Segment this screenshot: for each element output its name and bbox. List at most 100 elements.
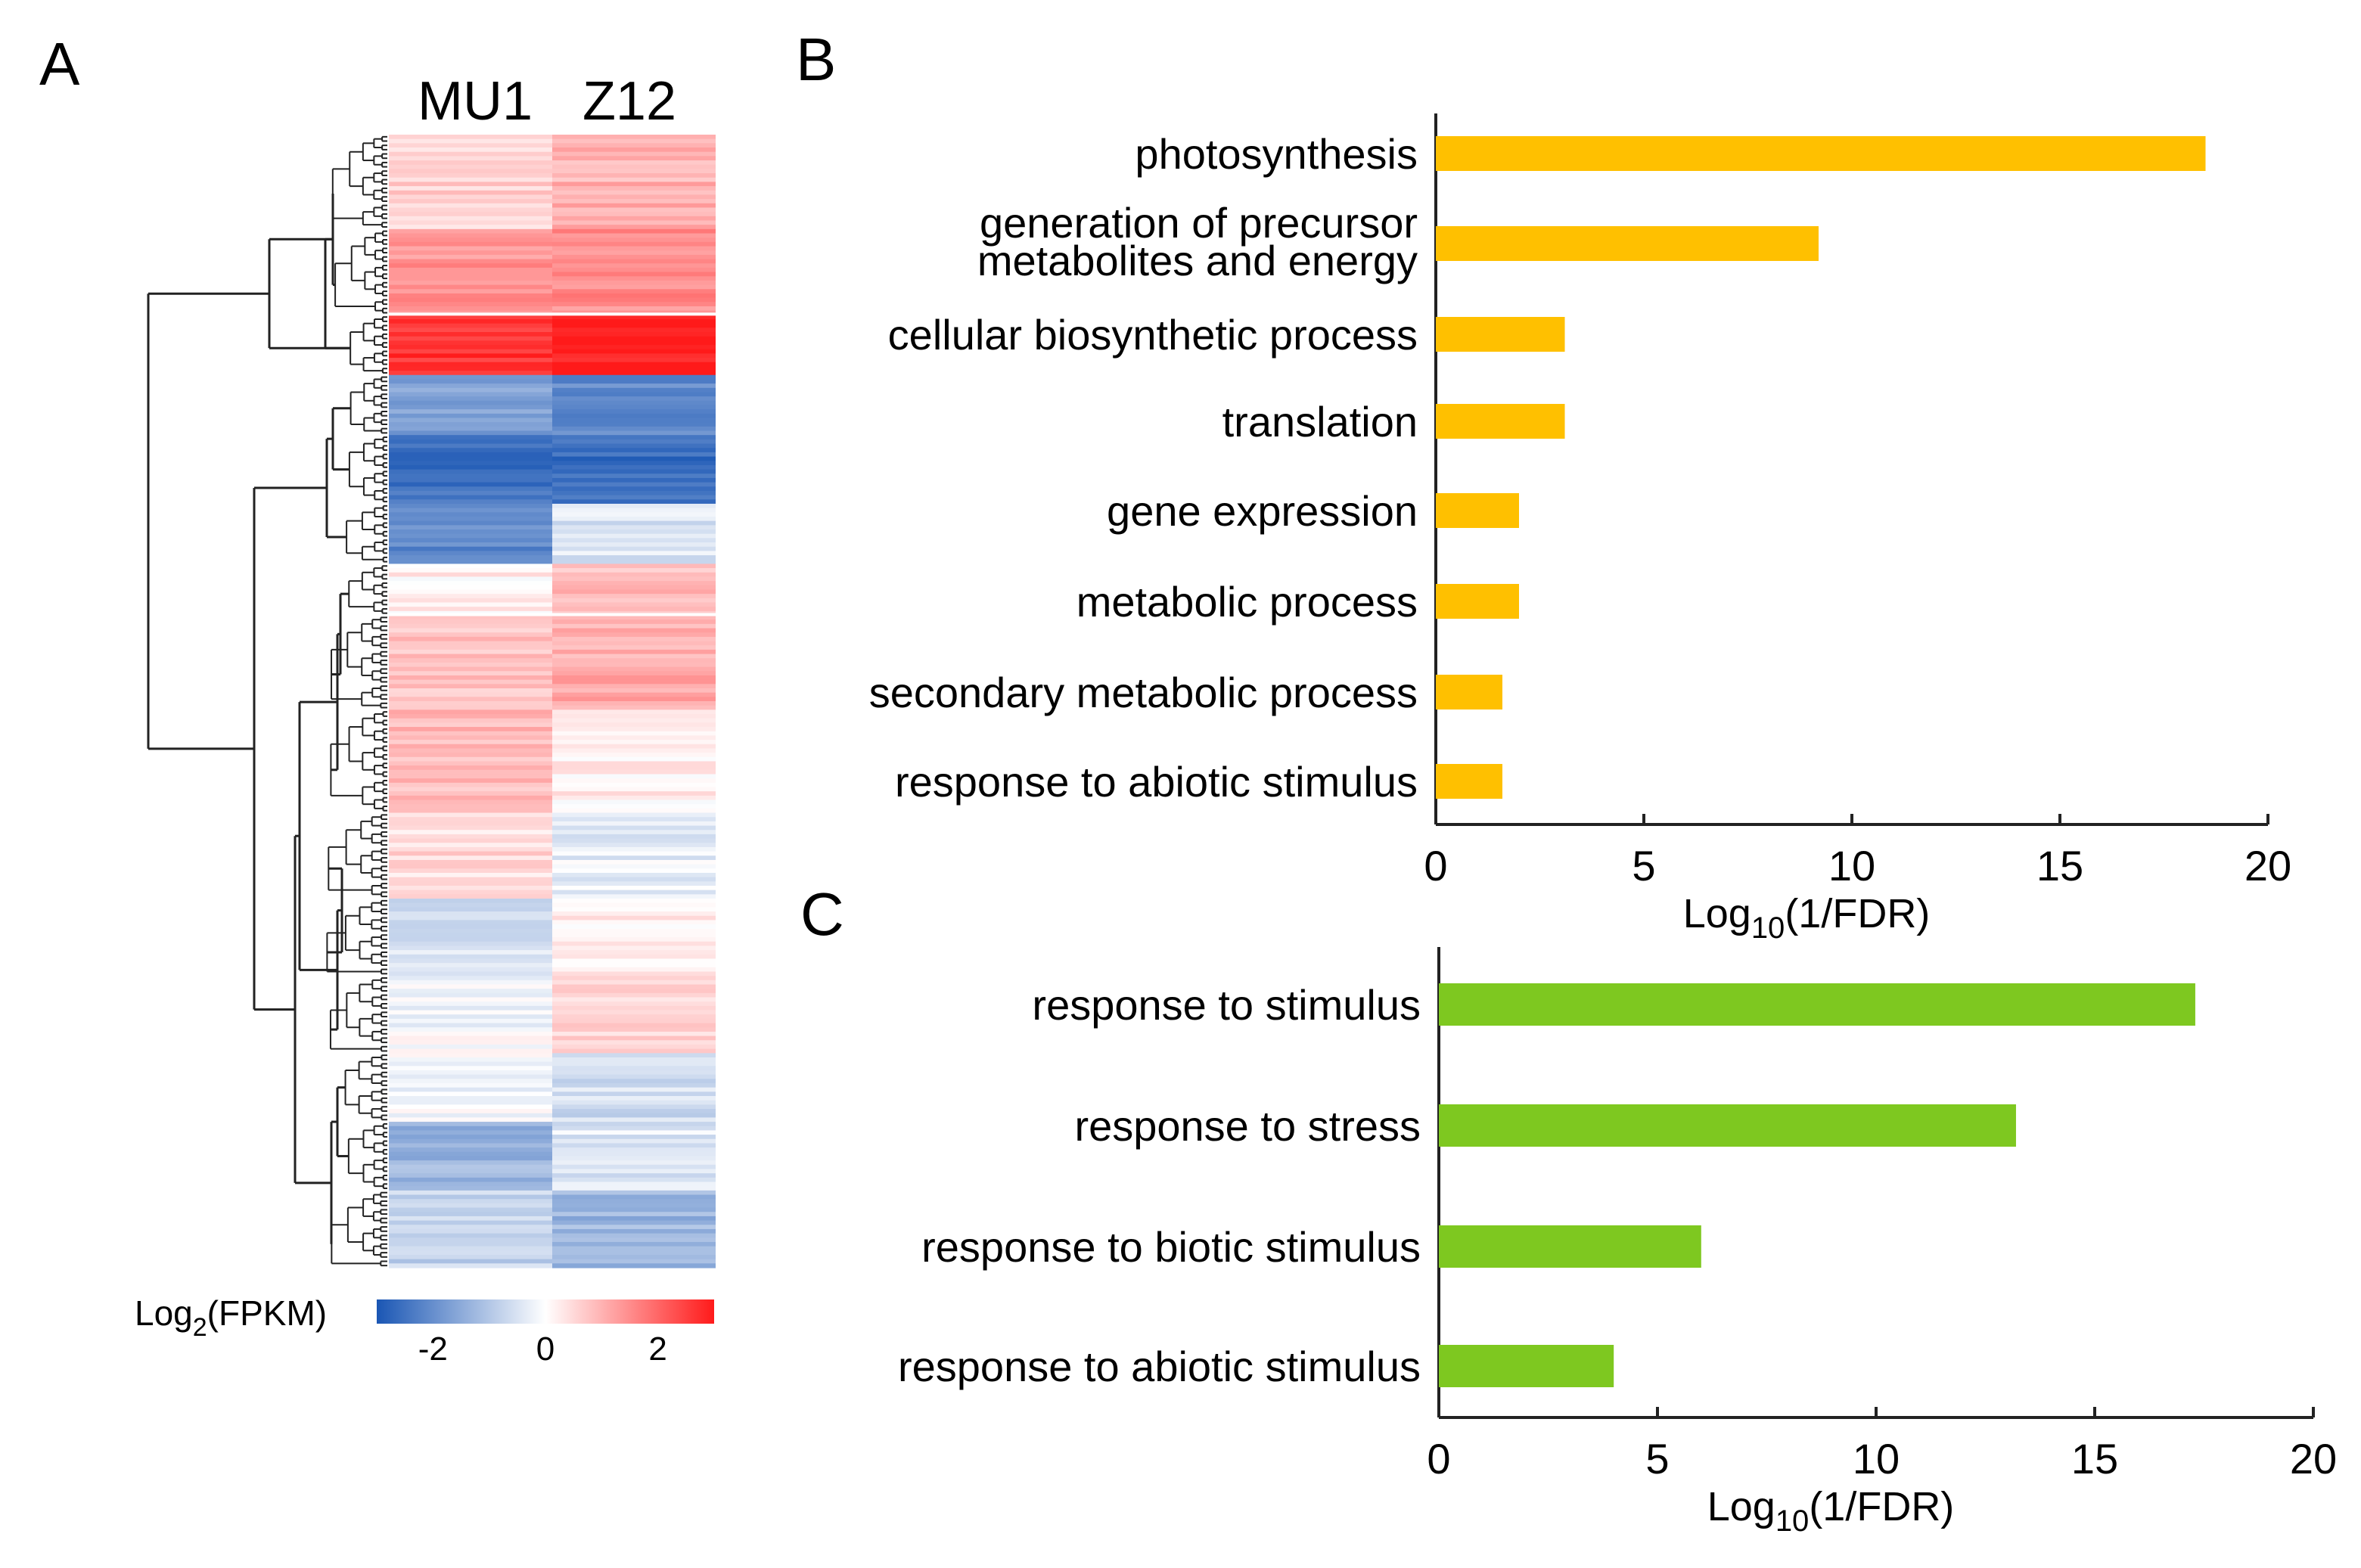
heatmap-cell-mu1 [389, 345, 552, 350]
panel-a-letter: A [39, 30, 80, 98]
heatmap-cell-mu1 [389, 963, 552, 968]
heatmap-cell-mu1 [389, 623, 552, 629]
heatmap-cell-mu1 [389, 332, 552, 337]
category-label: response to stimulus [1032, 981, 1421, 1029]
heatmap-cell-z12 [552, 1233, 716, 1238]
heatmap-cell-z12 [552, 464, 716, 470]
heatmap-cell-mu1 [389, 1126, 552, 1132]
heatmap-cell-mu1 [389, 225, 552, 230]
heatmap-cell-z12 [552, 1001, 716, 1007]
heatmap-cell-mu1 [389, 486, 552, 492]
heatmap-cell-mu1 [389, 1173, 552, 1178]
heatmap-cell-z12 [552, 469, 716, 474]
heatmap-cell-mu1 [389, 868, 552, 874]
heatmap-cell-z12 [552, 1074, 716, 1079]
heatmap-cell-z12 [552, 276, 716, 281]
heatmap-cell-mu1 [389, 135, 552, 140]
heatmap-cell-mu1 [389, 1053, 552, 1058]
heatmap-cell-z12 [552, 448, 716, 453]
heatmap-cell-z12 [552, 778, 716, 784]
heatmap-cell-z12 [552, 207, 716, 213]
heatmap-cell-z12 [552, 318, 716, 324]
heatmap-cell-z12 [552, 808, 716, 814]
heatmap-cell-mu1 [389, 654, 552, 659]
heatmap-cell-mu1 [389, 1023, 552, 1028]
heatmap-cell-mu1 [389, 1001, 552, 1007]
heatmap-cell-z12 [552, 963, 716, 968]
heatmap-cell-mu1 [389, 190, 552, 196]
heatmap-cell-z12 [552, 503, 716, 509]
heatmap-cell-mu1 [389, 529, 552, 535]
heatmap-cell-mu1 [389, 701, 552, 706]
heatmap-cell-z12 [552, 1225, 716, 1230]
heatmap-cell-mu1 [389, 1014, 552, 1020]
heatmap-cell-z12 [552, 740, 716, 745]
heatmap-cell-mu1 [389, 1250, 552, 1256]
heatmap-cell-mu1 [389, 958, 552, 964]
heatmap-cell-z12 [552, 1027, 716, 1032]
heatmap-cell-mu1 [389, 358, 552, 363]
heatmap-cell-mu1 [389, 1048, 552, 1054]
heatmap-cell-z12 [552, 173, 716, 179]
heatmap-cell-z12 [552, 396, 716, 402]
heatmap-cell-mu1 [389, 632, 552, 638]
heatmap-cell-z12 [552, 645, 716, 650]
heatmap-cell-z12 [552, 212, 716, 217]
heatmap-cell-mu1 [389, 194, 552, 200]
x-tick-label: 5 [1632, 842, 1655, 890]
heatmap-cell-z12 [552, 761, 716, 766]
heatmap-cell-z12 [552, 340, 716, 346]
heatmap-cell-mu1 [389, 464, 552, 470]
heatmap-cell-z12 [552, 1096, 716, 1101]
heatmap-cell-mu1 [389, 1203, 552, 1209]
heatmap-cell-z12 [552, 147, 716, 153]
heatmap-cell-mu1 [389, 877, 552, 882]
heatmap-cell-z12 [552, 1079, 716, 1084]
heatmap-cell-mu1 [389, 173, 552, 179]
heatmap-cell-z12 [552, 877, 716, 882]
heatmap-cell-z12 [552, 933, 716, 938]
heatmap-cell-z12 [552, 654, 716, 659]
heatmap-cell-z12 [552, 135, 716, 140]
heatmap-cell-z12 [552, 366, 716, 371]
bar [1436, 136, 2206, 171]
heatmap-cell-mu1 [389, 1044, 552, 1050]
heatmap-cell-mu1 [389, 765, 552, 771]
heatmap-cell-z12 [552, 374, 716, 380]
heatmap-cell-z12 [552, 697, 716, 702]
heatmap-cell-mu1 [389, 666, 552, 672]
heatmap-cell-mu1 [389, 186, 552, 191]
heatmap-cell-mu1 [389, 594, 552, 599]
heatmap-cell-z12 [552, 358, 716, 363]
heatmap-cell-z12 [552, 499, 716, 505]
heatmap-cell-mu1 [389, 753, 552, 758]
heatmap-cell-mu1 [389, 551, 552, 556]
bar [1436, 584, 1519, 619]
heatmap-cell-z12 [552, 1212, 716, 1217]
heatmap-cell-z12 [552, 675, 716, 681]
heatmap-cell-mu1 [389, 1233, 552, 1238]
heatmap-cell-mu1 [389, 559, 552, 565]
heatmap-cell-z12 [552, 619, 716, 625]
heatmap-cell-z12 [552, 843, 716, 848]
bar [1436, 493, 1519, 528]
heatmap-cell-mu1 [389, 374, 552, 380]
heatmap-cell-mu1 [389, 576, 552, 582]
bar [1439, 1225, 1701, 1268]
heatmap-cell-z12 [552, 1005, 716, 1011]
heatmap-cell-mu1 [389, 911, 552, 917]
heatmap-cell-z12 [552, 632, 716, 638]
heatmap-cell-mu1 [389, 619, 552, 625]
heatmap-cell-z12 [552, 546, 716, 552]
heatmap-cell-z12 [552, 924, 716, 930]
column-label-mu1: MU1 [418, 71, 533, 132]
bar [1439, 1104, 2016, 1147]
heatmap-cell-z12 [552, 555, 716, 560]
heatmap-cell-mu1 [389, 812, 552, 818]
heatmap-cell-mu1 [389, 293, 552, 299]
heatmap-cell-mu1 [389, 967, 552, 973]
heatmap-cell-mu1 [389, 907, 552, 912]
category-label: generation of precursor metabolites and e… [977, 199, 1418, 284]
heatmap-cell-z12 [552, 332, 716, 337]
heatmap-cell-mu1 [389, 1207, 552, 1212]
